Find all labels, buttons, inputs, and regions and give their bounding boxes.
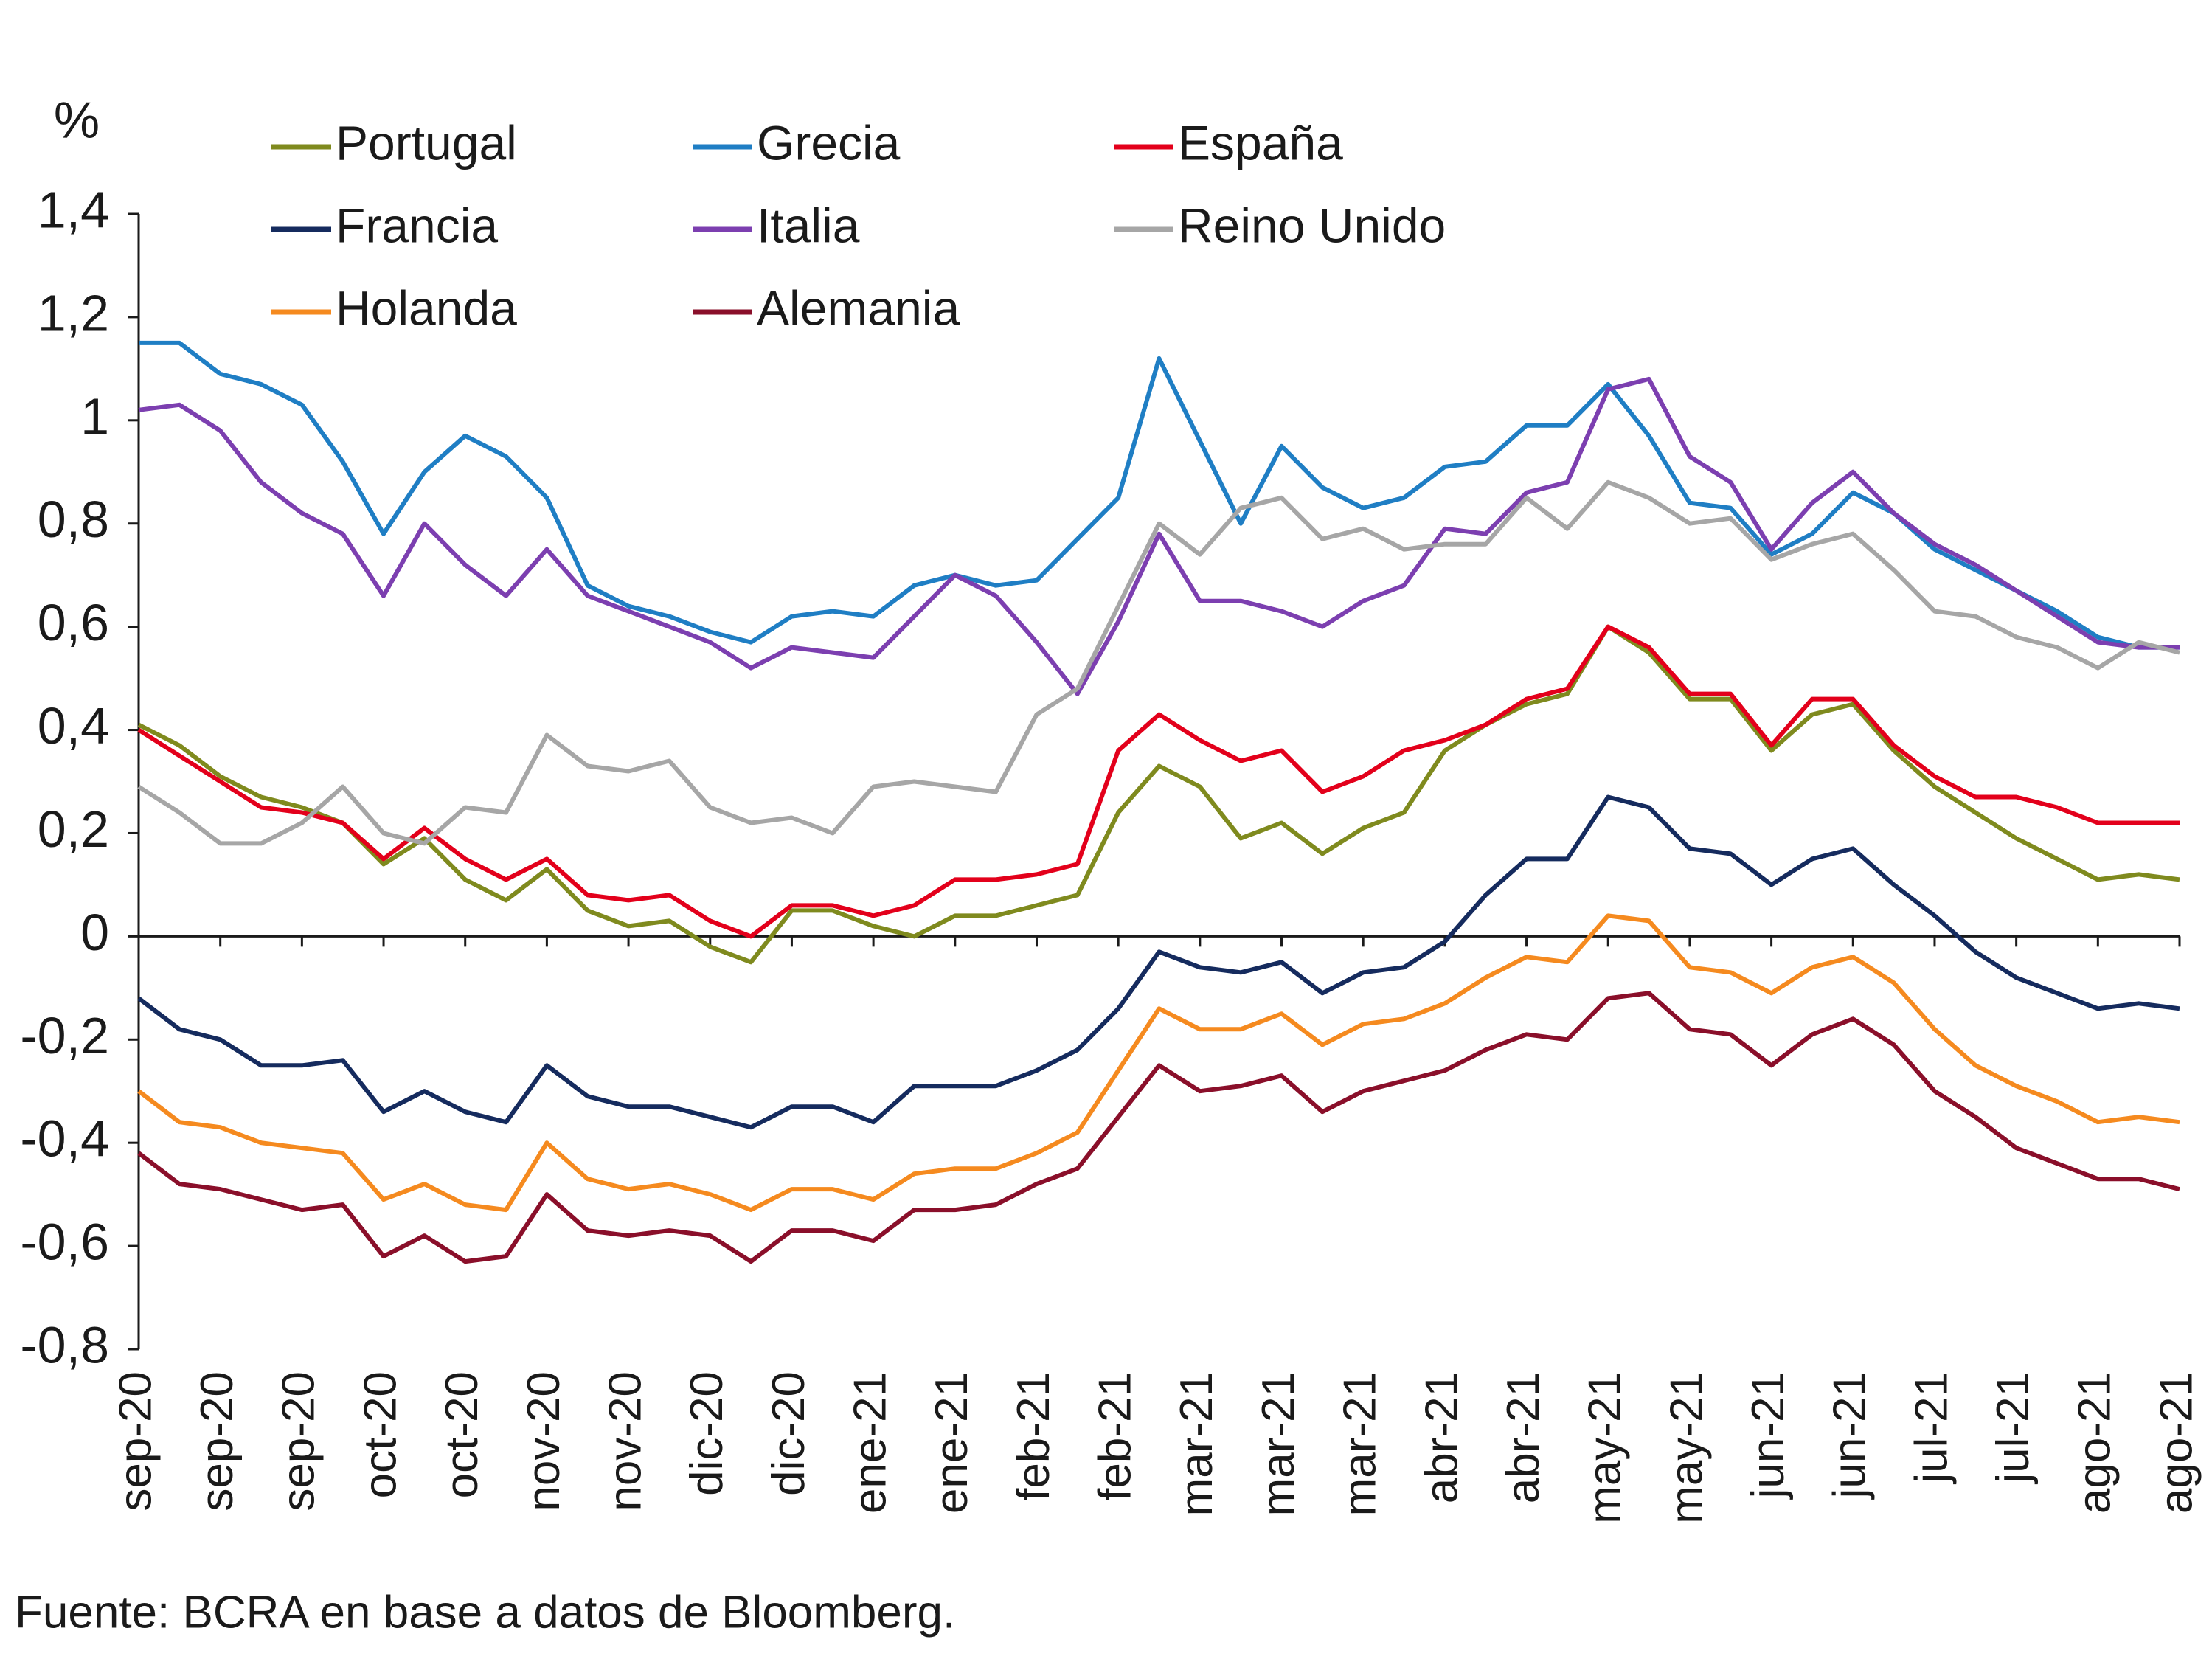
x-tick-label: abr-21 xyxy=(1416,1371,1467,1503)
y-tick-label: 1,4 xyxy=(38,181,109,238)
x-tick-label: oct-20 xyxy=(437,1371,488,1498)
series-line xyxy=(137,913,2180,1213)
legend-label: Reino Unido xyxy=(1178,198,1446,252)
x-tick-label: oct-20 xyxy=(355,1371,406,1498)
x-tick-label: dic-20 xyxy=(682,1371,732,1496)
x-tick-label: jun-21 xyxy=(1743,1371,1794,1500)
y-tick-label: -0,6 xyxy=(20,1213,109,1271)
y-tick-label: 0,2 xyxy=(38,800,109,858)
legend-label: Portugal xyxy=(336,115,517,170)
x-tick-label: mar-21 xyxy=(1335,1371,1386,1516)
y-tick-label: 0,6 xyxy=(38,594,109,651)
x-tick-label: jul-21 xyxy=(1906,1371,1957,1485)
x-tick-label: abr-21 xyxy=(1498,1371,1549,1503)
x-tick-label: ene-21 xyxy=(926,1371,977,1514)
x-tick-label: feb-21 xyxy=(1090,1371,1141,1501)
x-tick-label: dic-20 xyxy=(763,1371,814,1496)
source-note: Fuente: BCRA en base a datos de Bloomber… xyxy=(15,1587,955,1638)
y-tick-label: -0,2 xyxy=(20,1007,109,1064)
y-tick-label: 1 xyxy=(80,387,109,445)
y-tick-label: 0 xyxy=(80,904,109,961)
y-tick-label: -0,8 xyxy=(20,1316,109,1374)
x-tick-label: feb-21 xyxy=(1008,1371,1059,1501)
y-tick-label: -0,4 xyxy=(20,1110,109,1168)
legend-label: Alemania xyxy=(757,280,960,335)
x-tick-label: nov-20 xyxy=(600,1371,651,1511)
series-line xyxy=(137,624,2180,939)
x-tick-label: ago-21 xyxy=(2151,1371,2202,1514)
y-tick-label: 0,8 xyxy=(38,491,109,548)
legend-label: Holanda xyxy=(336,280,517,335)
x-tick-label: sep-20 xyxy=(110,1371,161,1511)
x-tick-label: may-21 xyxy=(1661,1371,1712,1524)
x-tick-label: sep-20 xyxy=(192,1371,243,1511)
x-tick-label: ene-21 xyxy=(845,1371,895,1514)
x-tick-label: may-21 xyxy=(1580,1371,1631,1524)
legend-label: Grecia xyxy=(757,115,901,170)
series-line xyxy=(137,479,2180,846)
x-tick-label: jun-21 xyxy=(1825,1371,1876,1500)
legend-label: España xyxy=(1178,115,1343,170)
x-tick-label: ago-21 xyxy=(2070,1371,2121,1514)
y-tick-label: 0,4 xyxy=(38,697,109,755)
series-line xyxy=(137,624,2180,965)
series-line xyxy=(138,376,2180,696)
y-axis-label: % xyxy=(54,91,100,148)
series-line xyxy=(137,991,2180,1264)
x-tick-label: nov-20 xyxy=(519,1371,569,1511)
series-line xyxy=(137,794,2180,1130)
x-tick-label: mar-21 xyxy=(1171,1371,1222,1516)
x-tick-label: mar-21 xyxy=(1253,1371,1304,1516)
series-line xyxy=(139,340,2180,650)
x-tick-label: sep-20 xyxy=(274,1371,325,1511)
legend-label: Francia xyxy=(336,198,498,252)
legend-label: Italia xyxy=(757,198,860,252)
y-tick-label: 1,2 xyxy=(38,284,109,342)
x-tick-label: jul-21 xyxy=(1988,1371,2039,1485)
